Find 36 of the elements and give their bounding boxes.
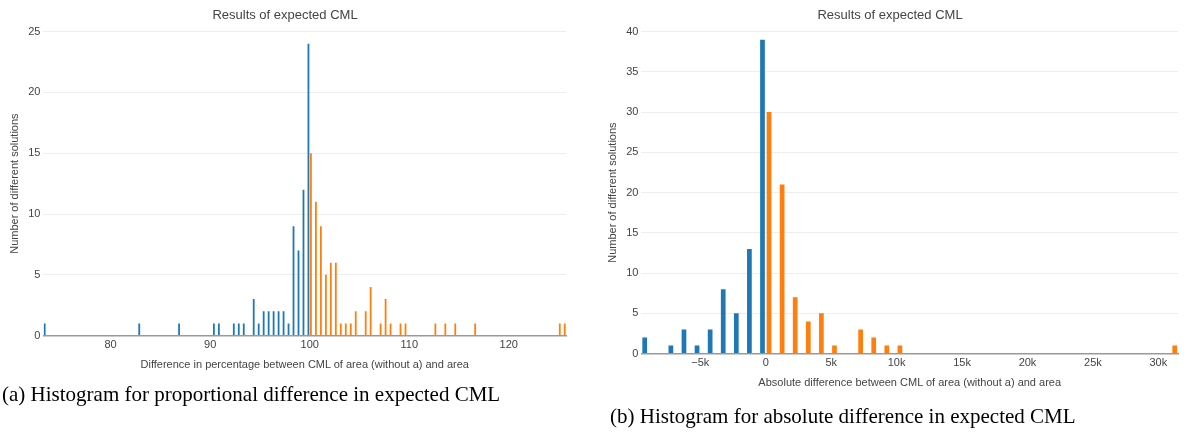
y-tick-label: 5 — [34, 267, 41, 280]
x-tick-label: 10k — [887, 356, 906, 369]
y-tick-label: 30 — [626, 105, 639, 118]
x-tick-label: 20k — [1018, 356, 1037, 369]
x-tick-label: 5k — [825, 356, 838, 369]
y-tick-label: 0 — [632, 346, 639, 359]
x-tick-label: 15k — [953, 356, 972, 369]
x-tick-label: 110 — [400, 338, 418, 351]
x-tick-label: −5k — [691, 356, 710, 369]
y-tick-label: 10 — [626, 266, 639, 279]
y-tick-label: 35 — [626, 64, 639, 77]
y-tick-label: 25 — [28, 24, 41, 37]
y-tick-label: 40 — [626, 24, 639, 37]
text: (a) Histogram for proportional difference in expected CML — [2, 382, 502, 406]
y-tick-label: 5 — [632, 306, 639, 319]
x-tick-label: 0 — [762, 356, 769, 369]
text: (b) Histogram for absolute difference in expected CML — [610, 404, 1077, 428]
y-tick-label: 20 — [28, 85, 41, 98]
x-tick-label: 120 — [499, 338, 518, 351]
y-tick-label: 25 — [626, 145, 639, 158]
y-tick-label: 10 — [28, 207, 41, 220]
chart-title: Results of expected CML — [212, 7, 358, 23]
x-tick-label: 90 — [204, 338, 217, 351]
x-axis-title: Absolute difference between CML of area (without a) and area — [758, 376, 1062, 389]
x-tick-label: 80 — [104, 338, 117, 351]
y-axis-title: Number of different solutions — [7, 112, 20, 254]
x-tick-label: 30k — [1149, 356, 1168, 369]
chart-title: Results of expected CML — [817, 7, 963, 23]
y-tick-label: 20 — [626, 185, 639, 198]
x-tick-label: 100 — [300, 338, 319, 351]
y-tick-label: 0 — [34, 328, 41, 341]
y-tick-label: 15 — [28, 146, 41, 159]
y-axis-title: Number of different solutions — [605, 121, 618, 263]
x-tick-label: 25k — [1084, 356, 1103, 369]
y-tick-label: 15 — [626, 225, 639, 238]
x-axis-title: Difference in percentage between CML of area (without a) and area — [140, 358, 470, 371]
